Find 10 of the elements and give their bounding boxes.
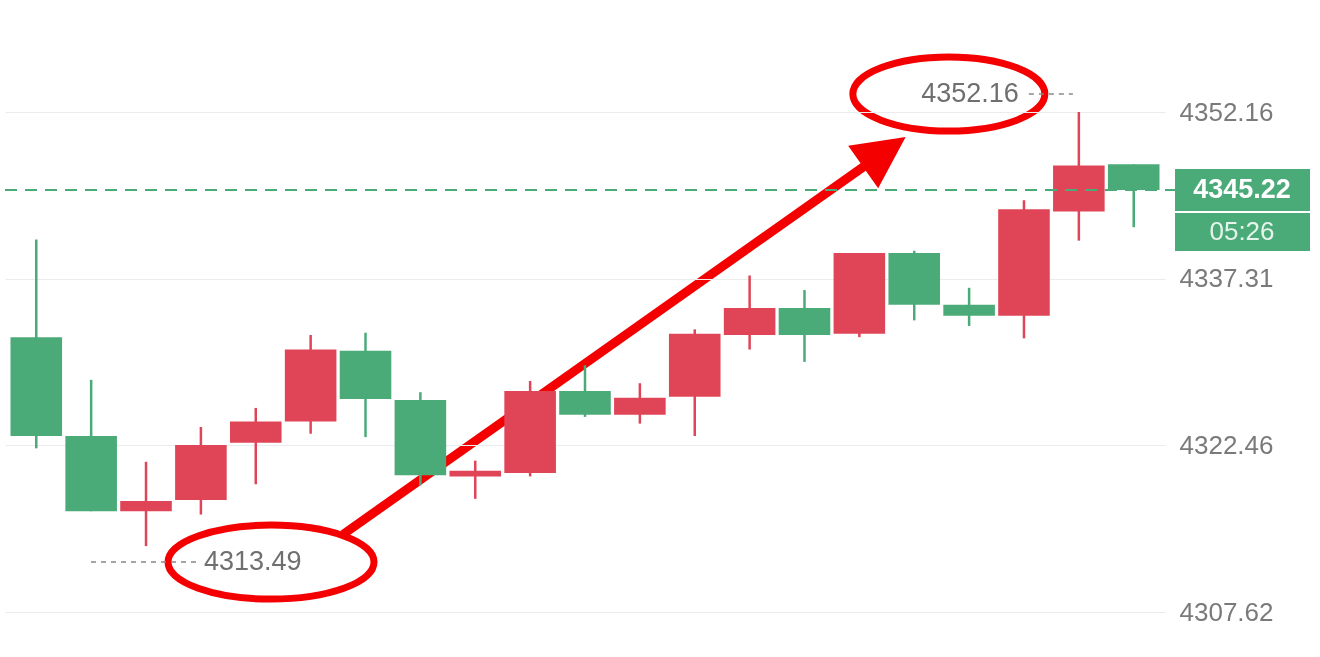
ref-line-label: 4345.22 xyxy=(1193,173,1291,204)
y-tick-label: 4337.31 xyxy=(1179,263,1274,294)
y-tick-label: 4322.46 xyxy=(1179,429,1274,460)
annotation: 4313.49 xyxy=(204,546,302,577)
candlestick xyxy=(449,459,502,501)
text: 4352.16 xyxy=(921,78,1019,108)
y-tick-label: 4352.16 xyxy=(1179,96,1274,127)
y-tick-label: 4307.62 xyxy=(1179,596,1274,627)
candlestick xyxy=(120,460,172,548)
text: 05:26 xyxy=(1209,215,1275,246)
